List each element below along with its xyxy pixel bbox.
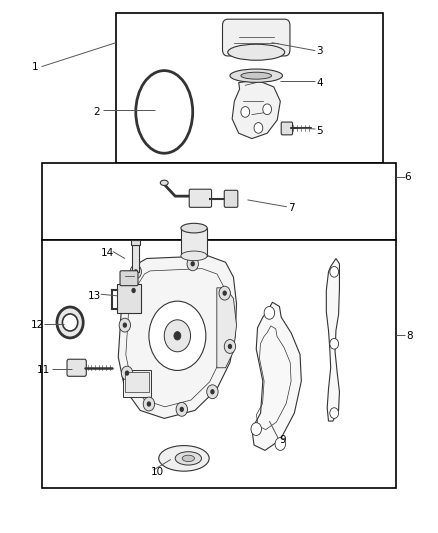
Circle shape (207, 385, 218, 399)
Circle shape (143, 397, 155, 411)
Text: 8: 8 (406, 331, 413, 341)
Bar (181, 228, 207, 256)
Circle shape (174, 332, 181, 340)
Circle shape (330, 266, 339, 277)
Text: 5: 5 (316, 126, 323, 135)
Circle shape (223, 290, 227, 296)
Ellipse shape (181, 251, 207, 261)
Text: 2: 2 (93, 107, 100, 117)
Polygon shape (326, 259, 339, 421)
Circle shape (121, 366, 133, 380)
Circle shape (275, 438, 286, 450)
Circle shape (164, 320, 191, 352)
Polygon shape (118, 256, 237, 418)
Circle shape (187, 257, 198, 271)
Text: 4: 4 (316, 78, 323, 87)
Bar (125, 372, 149, 392)
Ellipse shape (160, 180, 168, 185)
Ellipse shape (230, 69, 283, 83)
Circle shape (180, 407, 184, 412)
Circle shape (134, 269, 138, 274)
Text: 7: 7 (288, 203, 295, 213)
Circle shape (224, 340, 236, 353)
FancyBboxPatch shape (189, 189, 212, 207)
Circle shape (176, 402, 187, 416)
Bar (116, 13, 383, 163)
Circle shape (254, 123, 263, 133)
Bar (117, 284, 141, 313)
Text: 1: 1 (32, 62, 39, 71)
Circle shape (130, 265, 141, 279)
Bar (42, 163, 396, 240)
Ellipse shape (182, 455, 194, 462)
Ellipse shape (62, 314, 78, 331)
Circle shape (191, 261, 195, 266)
Circle shape (119, 318, 131, 332)
Circle shape (125, 370, 129, 376)
Ellipse shape (228, 44, 285, 60)
Text: 6: 6 (404, 172, 411, 182)
Text: 12: 12 (31, 320, 44, 330)
Bar (131, 240, 140, 245)
Circle shape (263, 104, 272, 115)
Polygon shape (217, 288, 237, 368)
Text: 10: 10 (151, 467, 164, 477)
Circle shape (131, 288, 136, 293)
Text: 13: 13 (88, 291, 101, 301)
FancyBboxPatch shape (67, 359, 86, 376)
FancyBboxPatch shape (120, 271, 138, 286)
Circle shape (264, 306, 275, 319)
Ellipse shape (181, 223, 207, 233)
Text: 9: 9 (279, 435, 286, 445)
Polygon shape (252, 302, 301, 450)
Circle shape (251, 423, 261, 435)
Circle shape (241, 107, 250, 117)
Text: 14: 14 (101, 248, 114, 258)
Bar (42, 240, 396, 488)
FancyBboxPatch shape (281, 122, 293, 135)
Circle shape (228, 344, 232, 349)
Text: 11: 11 (37, 366, 50, 375)
FancyBboxPatch shape (223, 19, 290, 56)
Ellipse shape (159, 446, 209, 471)
Polygon shape (232, 80, 280, 139)
Ellipse shape (57, 307, 83, 338)
Ellipse shape (241, 72, 272, 79)
Circle shape (330, 338, 339, 349)
Circle shape (128, 284, 139, 297)
Text: 3: 3 (316, 46, 323, 55)
Circle shape (149, 301, 206, 370)
FancyBboxPatch shape (224, 190, 238, 207)
Bar (123, 370, 151, 397)
Bar (132, 245, 139, 272)
Circle shape (147, 401, 151, 407)
Circle shape (330, 408, 339, 418)
Circle shape (123, 322, 127, 328)
Circle shape (219, 286, 230, 300)
Ellipse shape (175, 452, 201, 465)
Circle shape (210, 389, 215, 394)
